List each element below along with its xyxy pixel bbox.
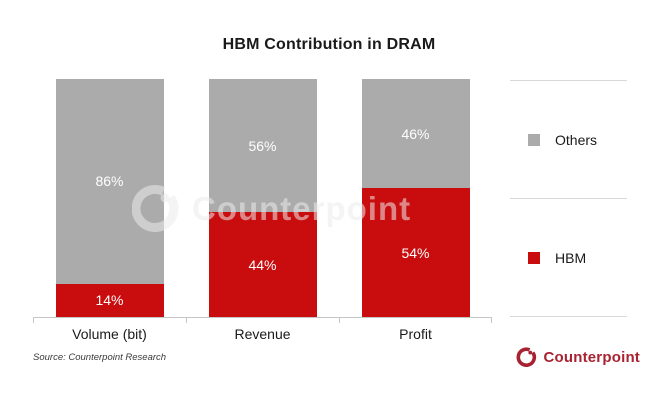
legend-label-hbm: HBM xyxy=(555,249,587,266)
bar-segment-others: 46% xyxy=(361,79,470,189)
axis-tick xyxy=(491,318,492,323)
bar-value-label: 14% xyxy=(95,292,124,309)
brand-name: Counterpoint xyxy=(543,349,640,366)
category-label: Revenue xyxy=(234,326,291,342)
bar-group-revenue: 56% 44% Revenue xyxy=(186,79,339,342)
legend-item-others: Others xyxy=(510,81,627,199)
others-swatch xyxy=(528,133,540,146)
stacked-bar: 46% 54% xyxy=(361,79,470,317)
bar-group-profit: 46% 54% Profit xyxy=(339,79,492,342)
bar-group-volume: 86% 14% Volume (bit) xyxy=(33,79,186,342)
chart-title: HBM Contribution in DRAM xyxy=(222,36,436,53)
axis-tick xyxy=(339,318,340,323)
x-axis-line xyxy=(33,317,492,318)
axis-tick xyxy=(186,318,187,323)
category-label: Profit xyxy=(399,326,432,342)
bar-value-label: 86% xyxy=(95,173,124,190)
bar-segment-others: 56% xyxy=(208,79,317,213)
category-label: Volume (bit) xyxy=(72,326,147,342)
bar-segment-hbm: 44% xyxy=(208,212,317,317)
legend-label-others: Others xyxy=(555,131,598,148)
bar-value-label: 46% xyxy=(401,125,430,142)
bar-segment-others: 86% xyxy=(55,79,164,284)
axis-tick xyxy=(33,318,34,323)
bar-segment-hbm: 54% xyxy=(361,188,470,317)
legend-item-hbm: HBM xyxy=(510,199,627,316)
counterpoint-logo-icon xyxy=(516,347,537,367)
brand-logo: Counterpoint xyxy=(516,347,640,368)
stacked-bar: 86% 14% xyxy=(55,79,164,317)
source-note: Source: Counterpoint Research xyxy=(33,352,167,363)
hbm-swatch xyxy=(528,251,540,264)
bar-value-label: 56% xyxy=(248,137,277,154)
plot-area: 86% 14% Volume (bit) 56% 44% Revenue 46% 54… xyxy=(33,79,492,342)
legend: Others HBM xyxy=(510,80,627,317)
stacked-bar: 56% 44% xyxy=(208,79,317,317)
bar-value-label: 44% xyxy=(248,256,277,273)
bar-segment-hbm: 14% xyxy=(55,283,164,317)
bar-value-label: 54% xyxy=(401,244,430,261)
